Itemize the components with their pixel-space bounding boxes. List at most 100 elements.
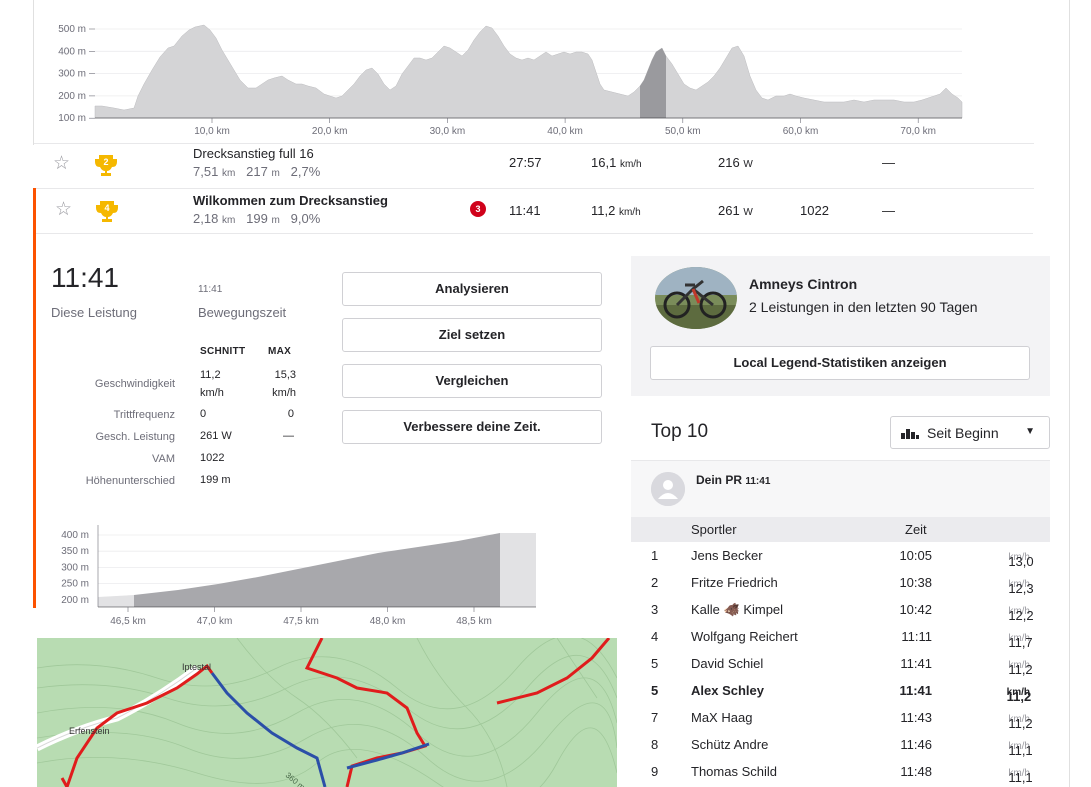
athlete-speed: 11,2 km/h [1008, 714, 1033, 731]
leaderboard-row[interactable]: 9 Thomas Schild 11:48 11,1 km/h [631, 758, 1050, 785]
activity-elevation-chart[interactable]: 500 m 400 m 300 m 200 m 100 m 10,0 km 20,0 km… [34, 0, 1069, 145]
athlete-name[interactable]: Schütz Andre [691, 737, 769, 752]
stat-avg: 1022 [200, 452, 225, 464]
star-icon[interactable]: ☆ [55, 199, 73, 220]
segment-hr: — [882, 155, 895, 170]
col-avg: SCHNITT [200, 346, 246, 357]
compare-button[interactable]: Vergleichen [342, 364, 602, 398]
top10-title: Top 10 [651, 421, 709, 442]
y-tick-label: 350 m [61, 546, 89, 557]
selection-indicator [33, 188, 36, 608]
segment-hr: — [882, 203, 895, 218]
y-tick-label: 300 m [61, 562, 89, 573]
this-effort-label: Diese Leistung [51, 305, 137, 320]
athlete-name[interactable]: David Schiel [691, 656, 764, 671]
trophy-rank: 2 [103, 157, 108, 167]
leaderboard-row[interactable]: 1 Jens Becker 10:05 13,0 km/h [631, 542, 1050, 569]
leaderboard-row[interactable]: 2 Fritze Friedrich 10:38 12,3 km/h [631, 569, 1050, 596]
x-tick-label: 48,5 km [456, 616, 492, 627]
athlete-name[interactable]: MaX Haag [691, 710, 753, 725]
athlete-name[interactable]: Jens Becker [691, 548, 763, 563]
leaderboard-row[interactable]: 5 Alex Schley 11:41 11,2 km/h [631, 677, 1050, 704]
stat-max: 0 [287, 408, 294, 420]
x-tick-label: 48,0 km [370, 616, 406, 627]
legend-subtitle: 2 Leistungen in den letzten 90 Tagen [749, 299, 978, 315]
stat-label: Gesch. Leistung [95, 431, 176, 443]
y-tick-label: 200 m [58, 91, 86, 102]
stat-avg: 199 m [200, 474, 231, 486]
athlete-speed: 11,2 km/h [1006, 687, 1032, 704]
athlete-speed: 12,2 km/h [1008, 606, 1034, 623]
leaderboard-row[interactable]: 8 Schütz Andre 11:46 11,1 km/h [631, 731, 1050, 758]
map-label: Erfenstein [69, 726, 110, 736]
rank: 5 [651, 656, 659, 671]
rank: 9 [651, 764, 659, 779]
improve-time-button[interactable]: Verbessere deine Zeit. [342, 410, 602, 444]
star-icon[interactable]: ☆ [53, 153, 71, 174]
athlete-time: 11:11 [901, 629, 932, 644]
segment-name[interactable]: Wilkommen zum Drecksanstieg [193, 193, 388, 208]
segment-time: 11:41 [509, 203, 541, 218]
rank: 3 [651, 602, 659, 617]
x-tick-label: 30,0 km [430, 126, 466, 137]
segment-meta: 2,18 km 199 m 9,0% [193, 211, 321, 226]
athlete-name[interactable]: Wolfgang Reichert [691, 629, 798, 644]
x-tick-label: 60,0 km [783, 126, 819, 137]
stat-label: Geschwindigkeit [94, 378, 175, 390]
chevron-down-icon: ▼ [1025, 426, 1035, 437]
x-tick-label: 47,5 km [283, 616, 319, 627]
stat-label: VAM [151, 453, 175, 465]
col-max: MAX [268, 346, 292, 357]
segment-power: 261 W [718, 203, 753, 218]
athlete-speed: 11,7 km/h [1008, 633, 1033, 650]
moving-time-label: Bewegungszeit [198, 305, 287, 320]
leaderboard-header: Sportler Zeit [631, 517, 1050, 542]
trophy-rank: 4 [104, 203, 109, 213]
trophy-icon: 2 [95, 155, 117, 176]
athlete-time: 11:46 [900, 737, 932, 752]
moving-time-value: 11:41 [198, 284, 223, 295]
stat-max: 15,3 km/h [272, 369, 296, 399]
stat-avg: 11,2 km/h [200, 369, 224, 399]
y-tick-label: 100 m [58, 113, 86, 124]
legend-name: Amneys Cintron [749, 276, 858, 292]
rank: 2 [651, 575, 659, 590]
legend-photo [655, 267, 737, 329]
segment-row[interactable]: ☆ 2 Drecksanstieg full 16 7,51 km 217 m … [34, 143, 1034, 189]
stat-label: Trittfrequenz [113, 409, 175, 421]
athlete-speed: 11,1 km/h [1008, 768, 1033, 785]
segment-time: 27:57 [509, 155, 542, 170]
x-tick-label: 50,0 km [665, 126, 701, 137]
athlete-speed: 12,3 km/h [1008, 579, 1034, 596]
rank: 1 [651, 548, 659, 563]
leaderboard-row[interactable]: 4 Wolfgang Reichert 11:11 11,7 km/h [631, 623, 1050, 650]
athlete-name[interactable]: Alex Schley [691, 683, 764, 698]
athlete-name[interactable]: Thomas Schild [691, 764, 777, 779]
leaderboard-row[interactable]: 7 MaX Haag 11:43 11,2 km/h [631, 704, 1050, 731]
segment-row-selected[interactable]: ☆ 4 Wilkommen zum Drecksanstieg 2,18 km … [33, 188, 1033, 234]
avatar [651, 472, 685, 506]
leaderboard-row[interactable]: 3 Kalle 🐗 Kimpel 10:42 12,2 km/h [631, 596, 1050, 623]
timeframe-dropdown[interactable]: Seit Beginn ▼ [890, 416, 1050, 449]
athlete-name[interactable]: Kalle 🐗 Kimpel [691, 602, 784, 617]
set-goal-button[interactable]: Ziel setzen [342, 318, 602, 352]
y-tick-label: 300 m [58, 69, 86, 80]
local-legend-stats-button[interactable]: Local Legend-Statistiken anzeigen [650, 346, 1030, 380]
leaderboard-row[interactable]: 5 David Schiel 11:41 11,2 km/h [631, 650, 1050, 677]
segment-map[interactable]: Iptestal Erfenstein 360 m [37, 638, 617, 787]
x-tick-label: 40,0 km [547, 126, 583, 137]
personal-record-row[interactable]: Dein PR 11:41 [631, 460, 1050, 517]
stat-label: Höhenunterschied [85, 475, 175, 487]
stat-avg: 261 W [200, 430, 232, 442]
segment-power: 216 W [718, 155, 753, 170]
athlete-name[interactable]: Fritze Friedrich [691, 575, 778, 590]
athlete-speed: 13,0 km/h [1008, 552, 1034, 569]
pr-label: Dein PR 11:41 [696, 473, 771, 487]
rank: 4 [651, 629, 659, 644]
trophy-icon: 4 [96, 201, 118, 222]
x-tick-label: 70,0 km [900, 126, 936, 137]
analyze-button[interactable]: Analysieren [342, 272, 602, 306]
segment-name[interactable]: Drecksanstieg full 16 [193, 146, 314, 161]
segment-elevation-chart[interactable]: 400 m 350 m 300 m 250 m 200 m 46,5 km 47,0 km… [48, 515, 548, 633]
stat-avg: 0 [200, 408, 207, 420]
